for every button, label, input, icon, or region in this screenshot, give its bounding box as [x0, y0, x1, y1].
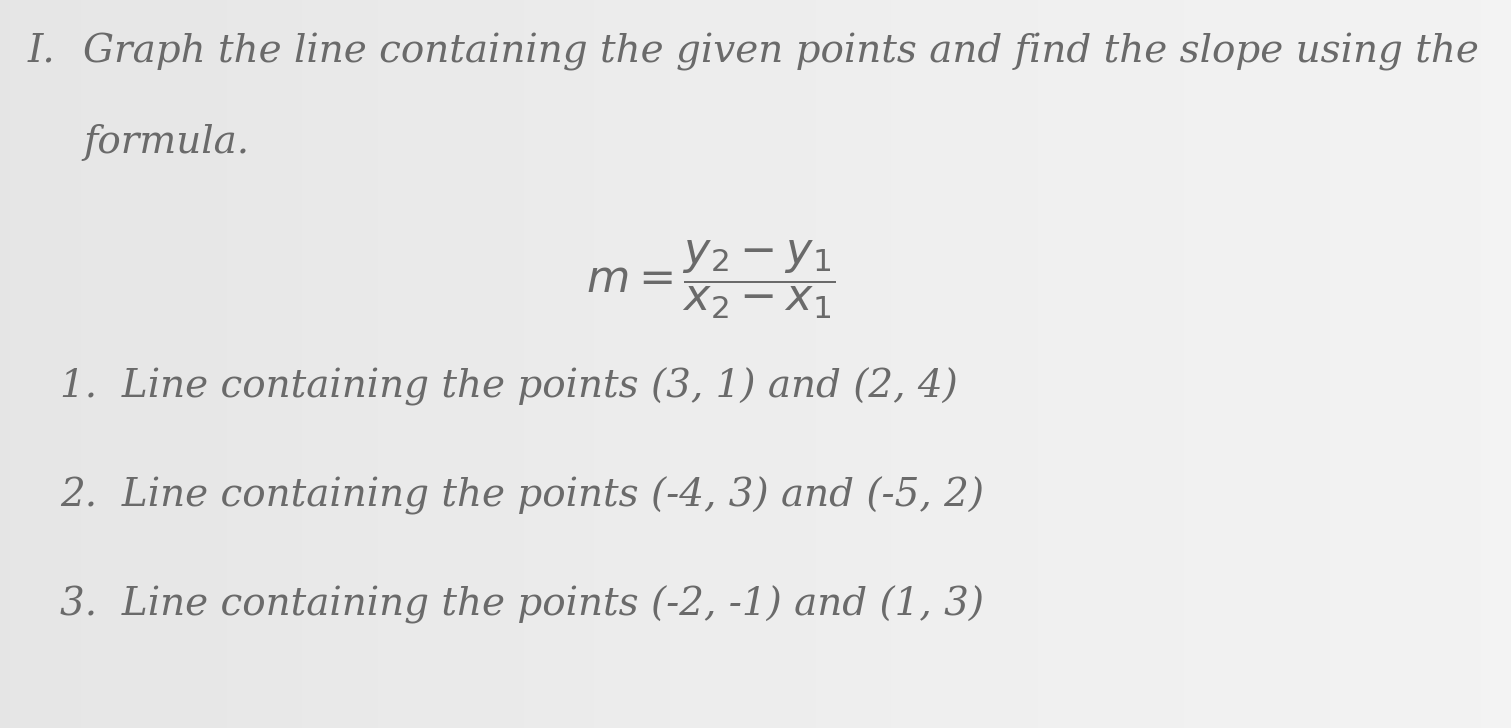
- Text: 3.  Line containing the points (-2, -1) and (1, 3): 3. Line containing the points (-2, -1) a…: [60, 586, 985, 625]
- Text: formula.: formula.: [83, 124, 249, 161]
- Text: $m = \dfrac{y_2 - y_1}{x_2 - x_1}$: $m = \dfrac{y_2 - y_1}{x_2 - x_1}$: [586, 240, 834, 321]
- Text: Graph the line containing the given points and find the slope using the: Graph the line containing the given poin…: [83, 33, 1479, 71]
- Text: 1.  Line containing the points (3, 1) and (2, 4): 1. Line containing the points (3, 1) and…: [60, 368, 958, 406]
- Text: 2.  Line containing the points (-4, 3) and (-5, 2): 2. Line containing the points (-4, 3) an…: [60, 477, 985, 515]
- Text: I.: I.: [27, 33, 54, 70]
